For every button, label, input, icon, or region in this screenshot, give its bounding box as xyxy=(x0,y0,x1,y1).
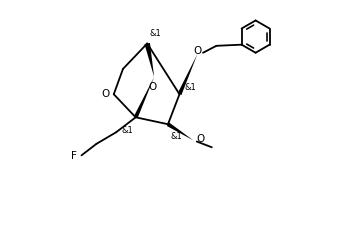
Polygon shape xyxy=(145,44,154,78)
Text: &1: &1 xyxy=(149,28,161,37)
Polygon shape xyxy=(167,123,194,141)
Polygon shape xyxy=(178,55,197,96)
Text: &1: &1 xyxy=(122,126,134,135)
Text: O: O xyxy=(194,46,202,56)
Text: F: F xyxy=(71,151,77,161)
Polygon shape xyxy=(134,78,154,119)
Text: &1: &1 xyxy=(170,132,182,140)
Text: &1: &1 xyxy=(184,82,196,91)
Text: O: O xyxy=(102,89,110,99)
Text: O: O xyxy=(149,82,157,92)
Text: O: O xyxy=(196,134,204,143)
